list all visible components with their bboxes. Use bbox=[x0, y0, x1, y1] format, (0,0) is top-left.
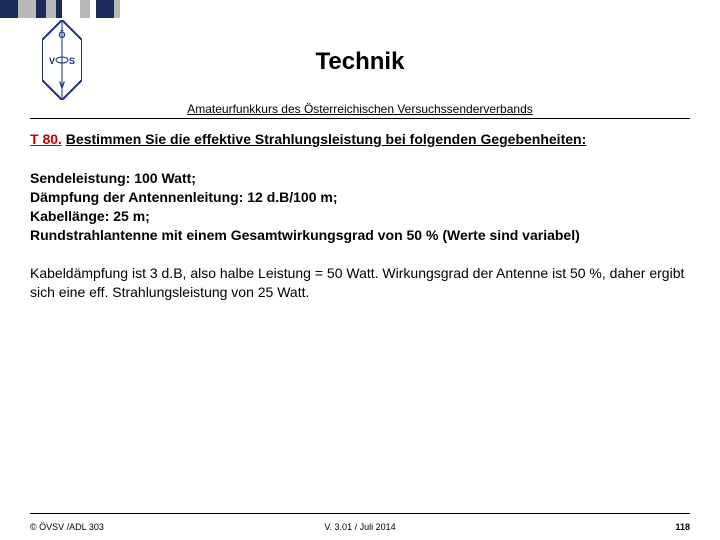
question-heading: T 80. Bestimmen Sie die effektive Strahl… bbox=[30, 130, 690, 149]
deco-square bbox=[114, 0, 120, 18]
param-line: Sendeleistung: 100 Watt; bbox=[30, 169, 690, 188]
param-line: Dämpfung der Antennenleitung: 12 d.B/100… bbox=[30, 188, 690, 207]
content-area: T 80. Bestimmen Sie die effektive Strahl… bbox=[30, 130, 690, 302]
footer-center: V. 3.01 / Juli 2014 bbox=[30, 522, 690, 532]
logo-top-text: Ö bbox=[58, 30, 65, 40]
param-line: Kabellänge: 25 m; bbox=[30, 207, 690, 226]
param-line: Rundstrahlantenne mit einem Gesamtwirkun… bbox=[30, 226, 690, 245]
deco-square bbox=[46, 0, 56, 18]
logo-bot-text: V bbox=[59, 80, 65, 90]
deco-square bbox=[36, 0, 46, 18]
page-title: Technik bbox=[0, 48, 720, 76]
answer-text: Kabeldämpfung ist 3 d.B, also halbe Leis… bbox=[30, 264, 690, 302]
deco-square bbox=[96, 0, 114, 18]
header-divider bbox=[30, 118, 690, 119]
deco-square bbox=[0, 0, 18, 18]
footer-divider bbox=[30, 513, 690, 514]
question-number: T 80. bbox=[30, 131, 62, 147]
deco-square bbox=[18, 0, 36, 18]
page-subtitle: Amateurfunkkurs des Österreichischen Ver… bbox=[0, 102, 720, 116]
deco-square bbox=[80, 0, 90, 18]
question-title: Bestimmen Sie die effektive Strahlungsle… bbox=[66, 131, 586, 147]
deco-square bbox=[62, 0, 80, 18]
top-decoration bbox=[0, 0, 180, 18]
footer: © ÖVSV /ADL 303 V. 3.01 / Juli 2014 118 bbox=[30, 522, 690, 532]
question-params: Sendeleistung: 100 Watt; Dämpfung der An… bbox=[30, 169, 690, 245]
